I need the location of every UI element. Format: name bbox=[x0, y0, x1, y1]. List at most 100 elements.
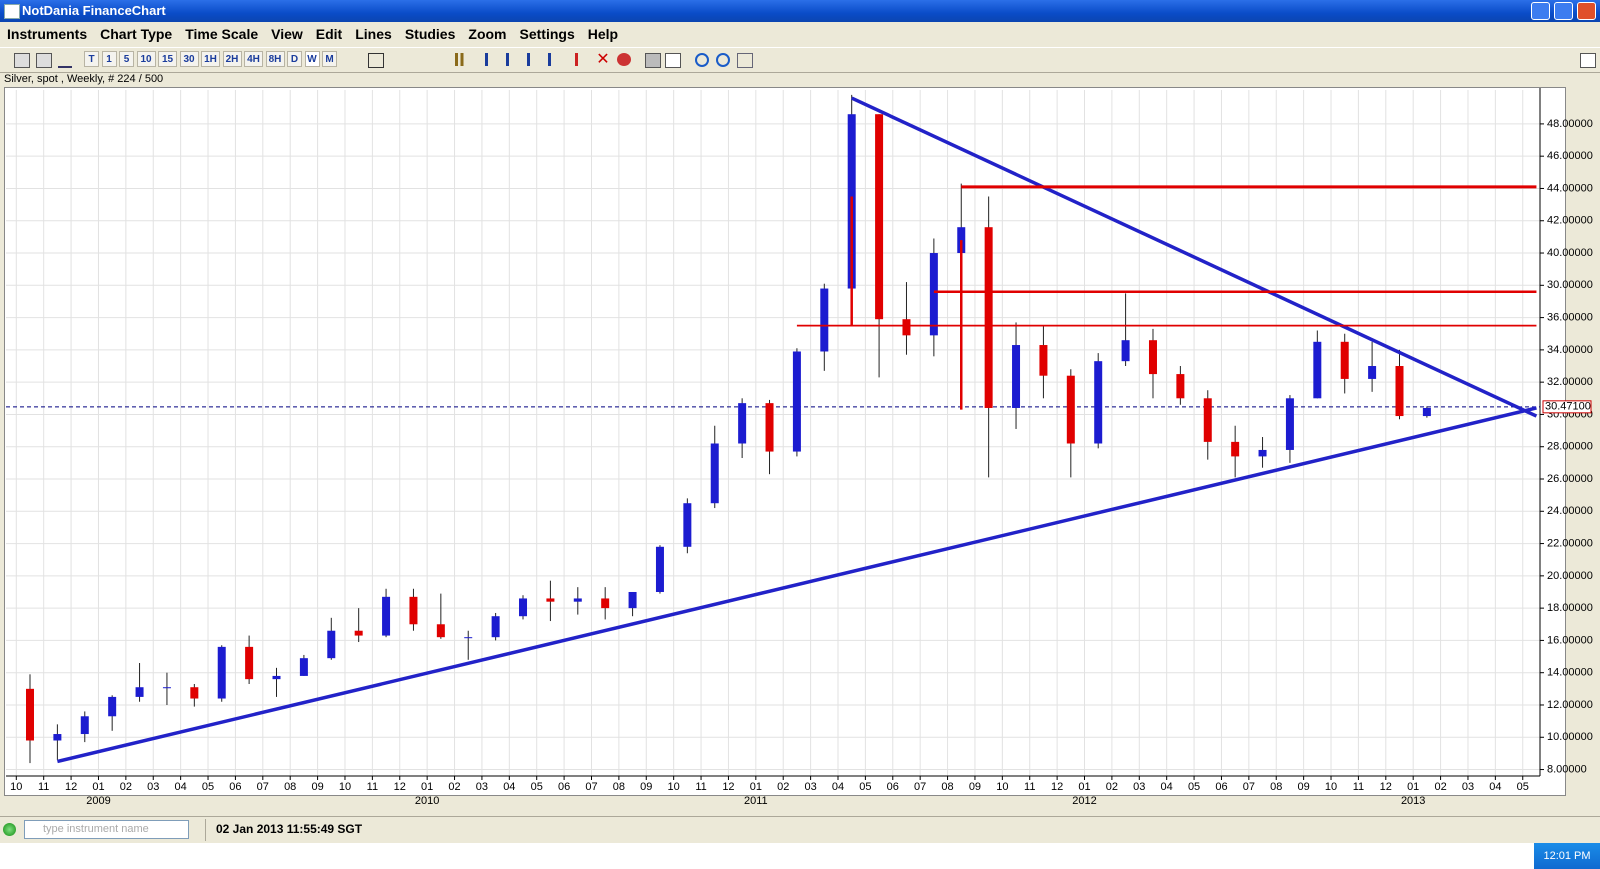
study-icon[interactable] bbox=[485, 53, 502, 66]
panel-toggle[interactable] bbox=[1580, 53, 1596, 68]
study-icon[interactable] bbox=[506, 53, 523, 66]
x-tick-label: 09 bbox=[1298, 781, 1310, 793]
delete-line-icon[interactable] bbox=[575, 53, 592, 66]
candle-body bbox=[299, 658, 308, 676]
x-tick-label: 12 bbox=[722, 781, 734, 793]
menu-item[interactable]: Settings bbox=[519, 26, 575, 42]
year-label: 2009 bbox=[86, 795, 110, 807]
menu-item[interactable]: Studies bbox=[404, 26, 456, 42]
toolbar: ✕ T 1 5 10 15 30 1H 2H 4H 8H D W M bbox=[0, 47, 1600, 73]
candle-body bbox=[1039, 345, 1048, 376]
x-tick-label: 12 bbox=[1051, 781, 1063, 793]
candle-body bbox=[1094, 361, 1103, 444]
study-icon[interactable] bbox=[527, 53, 544, 66]
line-icon[interactable] bbox=[58, 53, 72, 68]
preview-icon[interactable] bbox=[665, 53, 681, 68]
zoom-out-icon[interactable] bbox=[716, 53, 730, 67]
x-tick-label: 12 bbox=[65, 781, 77, 793]
menu-item[interactable]: Chart Type bbox=[100, 26, 173, 42]
timeframe-button[interactable]: 10 bbox=[136, 51, 156, 67]
year-label: 2013 bbox=[1401, 795, 1425, 807]
x-tick-label: 10 bbox=[996, 781, 1008, 793]
timeframe-button[interactable]: 5 bbox=[119, 51, 134, 67]
x-tick-label: 01 bbox=[421, 781, 433, 793]
menu-item[interactable]: Lines bbox=[355, 26, 392, 42]
menu-item[interactable]: Help bbox=[587, 26, 619, 42]
timeframe-button[interactable]: 15 bbox=[158, 51, 177, 67]
timeframe-button[interactable]: T bbox=[84, 51, 99, 67]
x-tick-label: 03 bbox=[804, 781, 816, 793]
x-tick-label: 07 bbox=[585, 781, 597, 793]
x-tick-label: 03 bbox=[147, 781, 159, 793]
delete-icon[interactable]: ✕ bbox=[596, 51, 610, 68]
candle-body bbox=[162, 687, 171, 689]
menu-item[interactable]: View bbox=[271, 26, 303, 42]
x-tick-label: 10 bbox=[1325, 781, 1337, 793]
candle-body bbox=[1012, 345, 1021, 408]
title-bar: NotDania FinanceChart bbox=[0, 0, 1600, 22]
x-tick-label: 10 bbox=[668, 781, 680, 793]
y-tick-label: 24.00000 bbox=[1547, 505, 1593, 517]
timeframe-button[interactable]: 1H bbox=[201, 51, 220, 67]
timeframe-button[interactable]: 2H bbox=[222, 51, 242, 67]
menu-item[interactable]: Edit bbox=[315, 26, 343, 42]
candle-body bbox=[792, 351, 801, 452]
x-tick-label: 04 bbox=[1489, 781, 1501, 793]
candle-body bbox=[190, 687, 199, 699]
restore-button[interactable] bbox=[1554, 2, 1573, 20]
y-tick-label: 26.00000 bbox=[1547, 473, 1593, 485]
candle-body bbox=[436, 624, 445, 638]
candle-icon[interactable] bbox=[36, 53, 52, 68]
menu-item[interactable]: Instruments bbox=[7, 26, 88, 42]
print-icon[interactable] bbox=[645, 53, 661, 68]
menu-item[interactable]: Time Scale bbox=[185, 26, 259, 42]
y-tick-label: 46.00000 bbox=[1547, 150, 1593, 162]
timeframe-button[interactable]: W bbox=[304, 51, 320, 67]
candle-body bbox=[1395, 366, 1404, 417]
x-tick-label: 04 bbox=[832, 781, 844, 793]
candle-body bbox=[1258, 449, 1267, 457]
timeframe-button[interactable]: 30 bbox=[179, 51, 199, 67]
candle-body bbox=[80, 716, 89, 735]
x-tick-label: 06 bbox=[887, 781, 899, 793]
candle-body bbox=[327, 630, 336, 659]
chart-type-icon[interactable] bbox=[14, 53, 30, 68]
timeframe-button[interactable]: 4H bbox=[244, 51, 263, 67]
y-tick-label: 22.00000 bbox=[1547, 537, 1593, 549]
zoom-in-icon[interactable] bbox=[695, 53, 709, 67]
candle-body bbox=[53, 734, 62, 741]
x-tick-label: 05 bbox=[1188, 781, 1200, 793]
x-tick-label: 03 bbox=[1133, 781, 1145, 793]
candle-body bbox=[519, 598, 528, 617]
x-tick-label: 11 bbox=[1353, 781, 1364, 793]
close-button[interactable] bbox=[1577, 2, 1596, 20]
x-tick-label: 10 bbox=[10, 781, 22, 793]
window-title: NotDania FinanceChart bbox=[22, 3, 166, 18]
study-icon[interactable] bbox=[548, 53, 565, 66]
timeframe-button[interactable]: 8H bbox=[265, 51, 285, 67]
delete-all-icon[interactable] bbox=[617, 53, 631, 66]
x-tick-label: 12 bbox=[394, 781, 406, 793]
timeframe-button[interactable]: D bbox=[287, 51, 302, 67]
y-tick-label: 16.00000 bbox=[1547, 634, 1593, 646]
candle-body bbox=[135, 687, 144, 697]
candle-body bbox=[491, 616, 500, 638]
candle-body bbox=[382, 596, 391, 636]
x-tick-label: 08 bbox=[941, 781, 953, 793]
volume-icon[interactable] bbox=[455, 53, 469, 66]
instrument-search[interactable]: type instrument name bbox=[24, 820, 189, 839]
current-price-label: 30.47100 bbox=[1545, 401, 1591, 413]
crosshair-icon[interactable] bbox=[368, 53, 384, 68]
x-tick-label: 08 bbox=[284, 781, 296, 793]
x-tick-label: 02 bbox=[1106, 781, 1118, 793]
timeframe-button[interactable]: M bbox=[322, 51, 337, 67]
x-tick-label: 11 bbox=[367, 781, 378, 793]
candle-body bbox=[1285, 398, 1294, 450]
minimize-button[interactable] bbox=[1531, 2, 1550, 20]
candle-body bbox=[820, 288, 829, 352]
zoom-fit-icon[interactable] bbox=[737, 53, 753, 68]
menu-item[interactable]: Zoom bbox=[468, 26, 507, 42]
candle-body bbox=[1368, 366, 1377, 379]
timeframe-button[interactable]: 1 bbox=[101, 51, 117, 67]
x-tick-label: 01 bbox=[1407, 781, 1419, 793]
